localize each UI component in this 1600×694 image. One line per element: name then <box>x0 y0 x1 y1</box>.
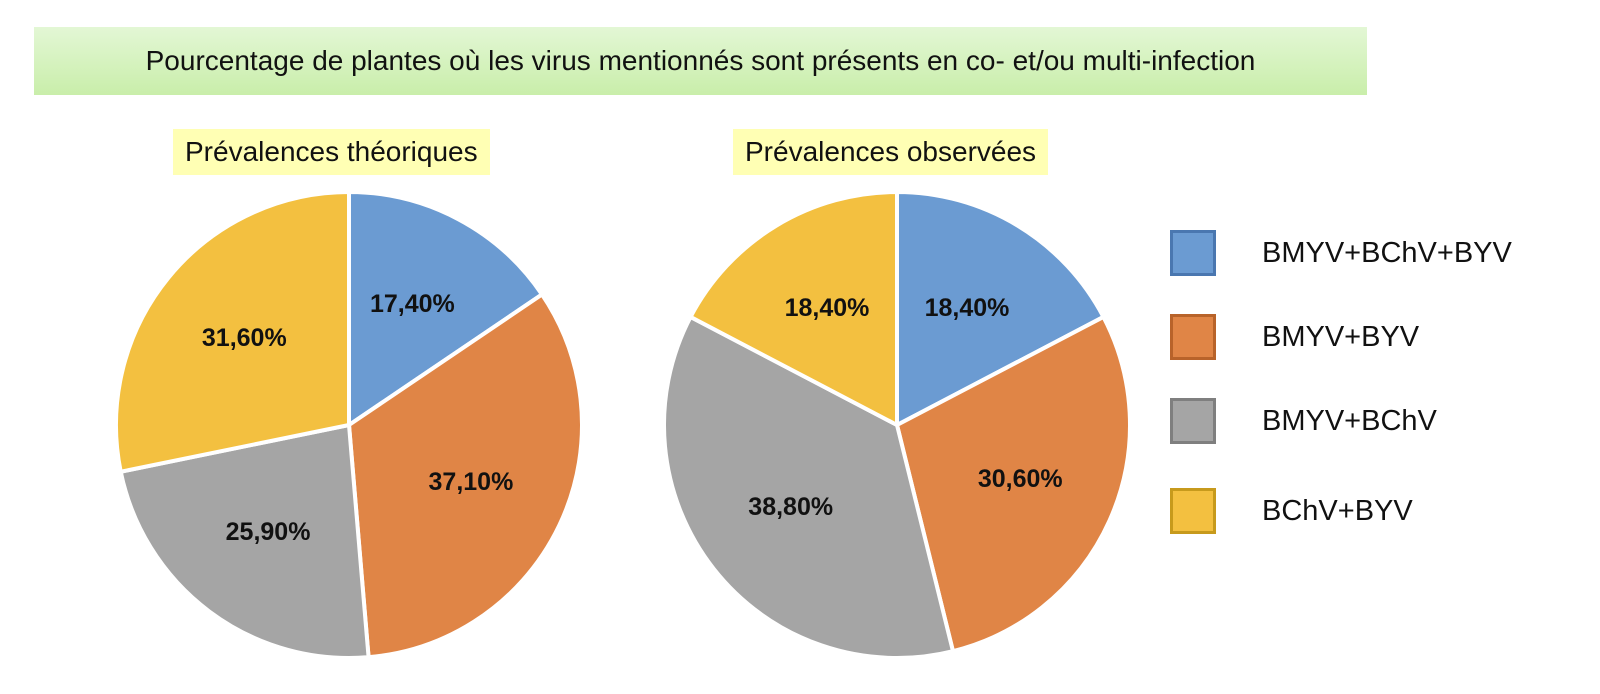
slice-data-label: 37,10% <box>429 468 514 496</box>
pie-slice <box>114 190 351 474</box>
pie-observed: 18,40% 30,60% 38,80% 18,40% <box>662 190 1132 660</box>
legend-swatch <box>1170 488 1216 534</box>
slice-data-label: 30,60% <box>978 465 1063 493</box>
slice-data-label: 18,40% <box>925 294 1010 322</box>
pie-slice <box>347 190 545 427</box>
legend-label: BChV+BYV <box>1262 494 1413 527</box>
chart-title: Pourcentage de plantes où les virus ment… <box>34 27 1367 95</box>
legend-item: BMYV+BYV <box>1170 314 1419 360</box>
legend-item: BMYV+BChV+BYV <box>1170 230 1512 276</box>
pie-subtitle-theoretical: Prévalences théoriques <box>173 129 490 175</box>
legend-item: BMYV+BChV <box>1170 398 1437 444</box>
slice-data-label: 17,40% <box>370 290 455 318</box>
pie-slice <box>347 292 584 660</box>
legend-swatch <box>1170 398 1216 444</box>
legend-item: BChV+BYV <box>1170 488 1413 534</box>
slice-data-label: 31,60% <box>202 324 287 352</box>
pie-slice <box>895 190 1106 427</box>
pie-slice <box>662 314 955 660</box>
slice-data-label: 25,90% <box>226 518 311 546</box>
pie-slice <box>118 423 371 660</box>
legend-label: BMYV+BChV+BYV <box>1262 236 1512 269</box>
legend-swatch <box>1170 230 1216 276</box>
pie-slice <box>688 190 899 427</box>
slice-data-label: 38,80% <box>748 493 833 521</box>
legend-label: BMYV+BChV <box>1262 404 1437 437</box>
legend-label: BMYV+BYV <box>1262 320 1420 353</box>
pie-subtitle-observed: Prévalences observées <box>733 129 1049 175</box>
pie-slice <box>895 314 1132 654</box>
pie-theoretical: 17,40% 37,10% 25,90% 31,60% <box>114 190 584 660</box>
legend-swatch <box>1170 314 1216 360</box>
slice-data-label: 18,40% <box>785 294 870 322</box>
